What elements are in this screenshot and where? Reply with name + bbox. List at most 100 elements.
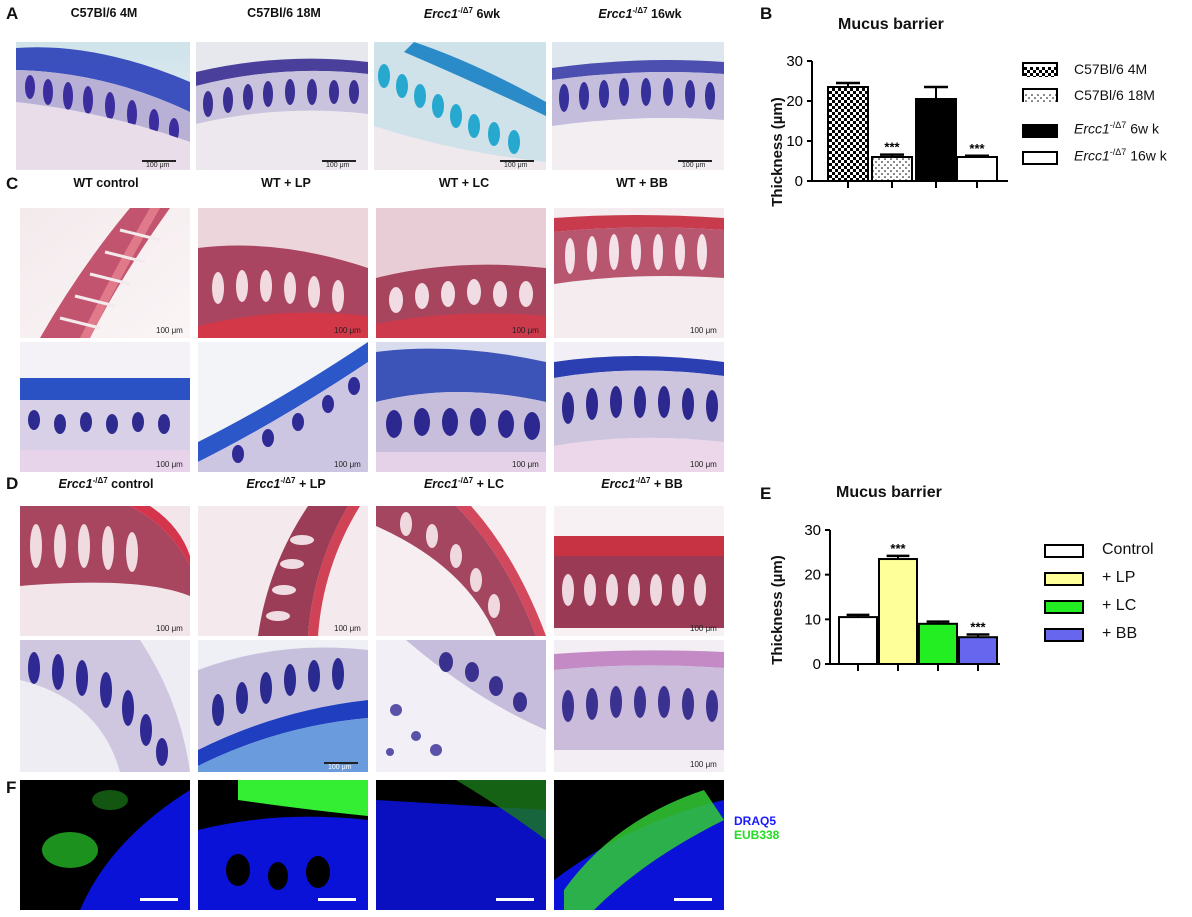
chart-b-y-axis-label: Thickness (µm) xyxy=(769,97,786,207)
scale-bar xyxy=(322,160,356,162)
micrograph-d-he-lp: 100 μm xyxy=(198,506,368,636)
panel-label-a: A xyxy=(6,4,19,23)
legend-swatch-lp xyxy=(1044,572,1084,586)
legend-swatch-bb xyxy=(1044,628,1084,642)
micrograph-d-ab-lc xyxy=(376,640,546,772)
micrograph-c-he-control: 100 μm xyxy=(20,208,190,338)
scale-bar xyxy=(500,160,534,162)
micrograph-d-he-bb: 100 μm xyxy=(554,506,724,636)
micrograph-c-ab-lp: 100 μm xyxy=(198,342,368,472)
micrograph-a-4m: 100 μm xyxy=(16,42,190,170)
scale-label: 100 μm xyxy=(326,162,350,169)
legend-swatch-4m xyxy=(1022,62,1058,77)
legend-label-16wk: Ercc1-/Δ7 16w k xyxy=(1074,147,1167,164)
scale-bar xyxy=(142,160,176,162)
row-d-title-1: Ercc1-/Δ7 control xyxy=(58,476,154,492)
bar xyxy=(918,622,958,666)
scale-bar xyxy=(324,762,358,764)
legend-label-18m: C57Bl/6 18M xyxy=(1074,87,1155,103)
chart-b: Thickness (µm) 0 10 20 30 *** *** xyxy=(769,53,1008,207)
scale-label: 100 μm xyxy=(156,326,183,335)
scale-label: 100 μm xyxy=(156,624,183,633)
panel-label-b: B xyxy=(760,4,773,23)
legend-swatch-control xyxy=(1044,544,1084,558)
row-c-title-2: WT + LP xyxy=(261,176,311,190)
y-tick-label: 10 xyxy=(804,611,821,628)
scale-label: 100 μm xyxy=(690,326,717,335)
fluor-image-control xyxy=(20,780,190,910)
panel-label-d: D xyxy=(6,474,19,493)
micrograph-c-ab-lc: 100 μm xyxy=(376,342,546,472)
micrograph-c-ab-bb: 100 μm xyxy=(554,342,724,472)
scale-label: 100 μm xyxy=(334,460,361,469)
scale-bar xyxy=(318,898,356,901)
legend-eub338: EUB338 xyxy=(734,828,780,842)
y-tick-label: 30 xyxy=(786,53,803,70)
bar xyxy=(958,636,998,665)
scale-label: 100 μm xyxy=(682,162,706,169)
bar xyxy=(956,156,998,182)
scale-bar xyxy=(674,898,712,901)
row-a-title-2: C57Bl/6 18M xyxy=(247,6,321,20)
panel-label-f: F xyxy=(6,778,17,797)
scale-bar xyxy=(496,898,534,901)
y-tick-label: 20 xyxy=(786,93,803,110)
chart-e-y-axis-label: Thickness (µm) xyxy=(769,555,786,665)
micrograph-a-18m: 100 μm xyxy=(196,42,368,170)
scale-label: 100 μm xyxy=(146,162,170,169)
micrograph-a-16wk: 100 μm xyxy=(552,42,724,170)
scale-label: 100 μm xyxy=(334,326,361,335)
scale-bar xyxy=(140,898,178,901)
legend-swatch-lc xyxy=(1044,600,1084,614)
scale-label: 100 μm xyxy=(690,760,717,769)
scale-label: 100 μm xyxy=(156,460,183,469)
bar xyxy=(915,98,957,182)
y-tick-label: 30 xyxy=(804,522,821,539)
micrograph-d-he-control: 100 μm xyxy=(20,506,190,636)
fluor-image-lp xyxy=(198,780,368,910)
legend-draq5: DRAQ5 xyxy=(734,814,777,828)
bar xyxy=(871,156,913,182)
legend-swatch-16wk xyxy=(1022,151,1058,165)
scale-label: 100 μm xyxy=(512,326,539,335)
row-c-title-3: WT + LC xyxy=(438,176,490,190)
micrograph-c-ab-control: 100 μm xyxy=(20,342,190,472)
y-tick-label: 20 xyxy=(804,567,821,584)
y-tick-label: 0 xyxy=(813,656,821,673)
legend-label-control: Control xyxy=(1102,541,1154,558)
legend-label-4m: C57Bl/6 4M xyxy=(1074,61,1148,77)
fluor-image-lc xyxy=(376,780,546,910)
legend-label-bb: + BB xyxy=(1102,625,1138,642)
row-d-title-3: Ercc1-/Δ7 + LC xyxy=(423,476,505,492)
micrograph-a-6wk: 100 μm xyxy=(374,42,546,170)
row-c-title-4: WT + BB xyxy=(616,176,668,190)
micrograph-c-he-bb: 100 μm xyxy=(554,208,724,338)
panel-label-c: C xyxy=(6,174,19,193)
row-a-title-4: Ercc1-/Δ7 16wk xyxy=(598,6,682,22)
panel-label-e: E xyxy=(760,484,772,503)
scale-label: 100 μm xyxy=(328,764,352,771)
legend-label-6wk: Ercc1-/Δ7 6w k xyxy=(1074,120,1159,137)
bar xyxy=(838,616,878,665)
significance-marker: *** xyxy=(884,140,900,155)
scale-label: 100 μm xyxy=(690,624,717,633)
legend-swatch-6wk xyxy=(1022,124,1058,138)
chart-e-title: Mucus barrier xyxy=(836,484,942,501)
legend-label-lp: + LP xyxy=(1102,569,1136,586)
micrograph-d-he-lc xyxy=(376,506,546,636)
row-a-title-1: C57Bl/6 4M xyxy=(70,6,138,20)
y-tick-label: 10 xyxy=(786,133,803,150)
bar xyxy=(878,558,918,665)
legend-swatch-18m xyxy=(1022,88,1058,103)
scale-label: 100 μm xyxy=(690,460,717,469)
micrograph-d-ab-bb: 100 μm xyxy=(554,640,724,772)
scale-label: 100 μm xyxy=(512,460,539,469)
scale-label: 100 μm xyxy=(334,624,361,633)
micrograph-d-ab-control xyxy=(20,640,190,772)
micrograph-c-he-lp: 100 μm xyxy=(198,208,368,338)
scale-bar xyxy=(678,160,712,162)
significance-marker: *** xyxy=(970,620,986,635)
micrograph-d-ab-lp: 100 μm xyxy=(198,640,368,772)
scale-label: 100 μm xyxy=(504,162,528,169)
significance-marker: *** xyxy=(890,541,906,556)
